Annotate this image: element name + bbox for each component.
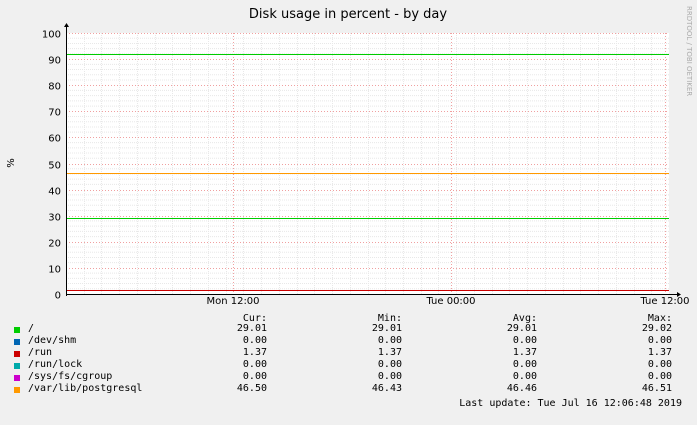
legend-value-min: 0.00 (377, 335, 402, 346)
y-tick-label: 60 (48, 134, 61, 145)
legend-value-min: 46.43 (371, 383, 402, 394)
y-tick-label: 20 (48, 239, 61, 250)
legend-row: /sys/fs/cgroup 0.00 0.00 0.00 0.00 (0, 371, 697, 383)
legend-value-cur: 0.00 (242, 335, 267, 346)
watermark: RRDTOOL / TOBI OETIKER (685, 6, 693, 96)
legend-value-max: 29.02 (641, 323, 672, 334)
legend-label: /sys/fs/cgroup (28, 371, 113, 382)
legend-value-max: 0.00 (647, 335, 672, 346)
legend-value-max: 0.00 (647, 371, 672, 382)
legend-value-min: 1.37 (377, 347, 402, 358)
y-tick-label: 50 (48, 161, 61, 172)
legend-value-avg: 0.00 (512, 335, 537, 346)
legend-value-avg: 0.00 (512, 371, 537, 382)
legend-row: /var/lib/postgresql 46.50 46.43 46.46 46.51 (0, 383, 697, 395)
legend-label: /dev/shm (28, 335, 77, 346)
y-tick-label: 100 (42, 30, 61, 41)
legend-value-min: 0.00 (377, 371, 402, 382)
legend-swatch (14, 363, 20, 369)
legend-row: / 29.01 29.01 29.01 29.02 (0, 323, 697, 335)
last-update: Last update: Tue Jul 16 12:06:48 2019 (459, 398, 682, 409)
x-tick-label: Tue 12:00 (639, 296, 689, 307)
y-tick-label: 90 (48, 56, 61, 67)
y-tick-label: 80 (48, 82, 61, 93)
legend-value-min: 0.00 (377, 359, 402, 370)
legend-swatch (14, 351, 20, 357)
plot-area (66, 33, 669, 294)
legend-swatch (14, 327, 20, 333)
legend-label: /var/lib/postgresql (28, 383, 143, 394)
legend-value-cur: 29.01 (236, 323, 267, 334)
y-tick-label: 0 (55, 291, 61, 302)
legend-swatch (14, 339, 20, 345)
legend-value-avg: 0.00 (512, 359, 537, 370)
legend-value-cur: 1.37 (242, 347, 267, 358)
legend-value-cur: 0.00 (242, 371, 267, 382)
x-tick-label: Tue 00:00 (425, 296, 475, 307)
legend-label: /run (28, 347, 53, 358)
legend-header-avg: Avg: (512, 313, 537, 324)
legend-value-avg: 46.46 (506, 383, 537, 394)
x-tick-label: Mon 12:00 (206, 296, 259, 307)
legend-value-cur: 0.00 (242, 359, 267, 370)
chart-title: Disk usage in percent - by day (249, 7, 447, 22)
y-axis-label: % (6, 158, 17, 168)
legend-row: /run/lock 0.00 0.00 0.00 0.00 (0, 359, 697, 371)
legend-header-min: Min: (377, 313, 402, 324)
x-axis-arrow (677, 292, 681, 297)
y-tick-label: 70 (48, 108, 61, 119)
legend-value-avg: 29.01 (506, 323, 537, 334)
legend-label: /run/lock (28, 359, 83, 370)
legend-header-max: Max: (647, 313, 672, 324)
legend-value-avg: 1.37 (512, 347, 537, 358)
legend-header-cur: Cur: (242, 313, 267, 324)
legend-value-max: 46.51 (641, 383, 672, 394)
grid (66, 33, 669, 294)
legend-value-min: 29.01 (371, 323, 402, 334)
y-tick-label: 30 (48, 213, 61, 224)
y-tick-label: 40 (48, 187, 61, 198)
legend-label: / (28, 323, 35, 334)
legend-value-max: 0.00 (647, 359, 672, 370)
legend-row: /run 1.37 1.37 1.37 1.37 (0, 347, 697, 359)
y-axis-arrow (64, 23, 69, 27)
y-tick-label: 10 (48, 265, 61, 276)
legend-swatch (14, 387, 20, 393)
legend-value-max: 1.37 (647, 347, 672, 358)
legend-value-cur: 46.50 (236, 383, 267, 394)
legend-row: /dev/shm 0.00 0.00 0.00 0.00 (0, 335, 697, 347)
legend-swatch (14, 375, 20, 381)
axes: 0 10 20 30 40 50 60 70 80 90 100 Mon 12:00 Tue 00:00… (42, 23, 690, 307)
